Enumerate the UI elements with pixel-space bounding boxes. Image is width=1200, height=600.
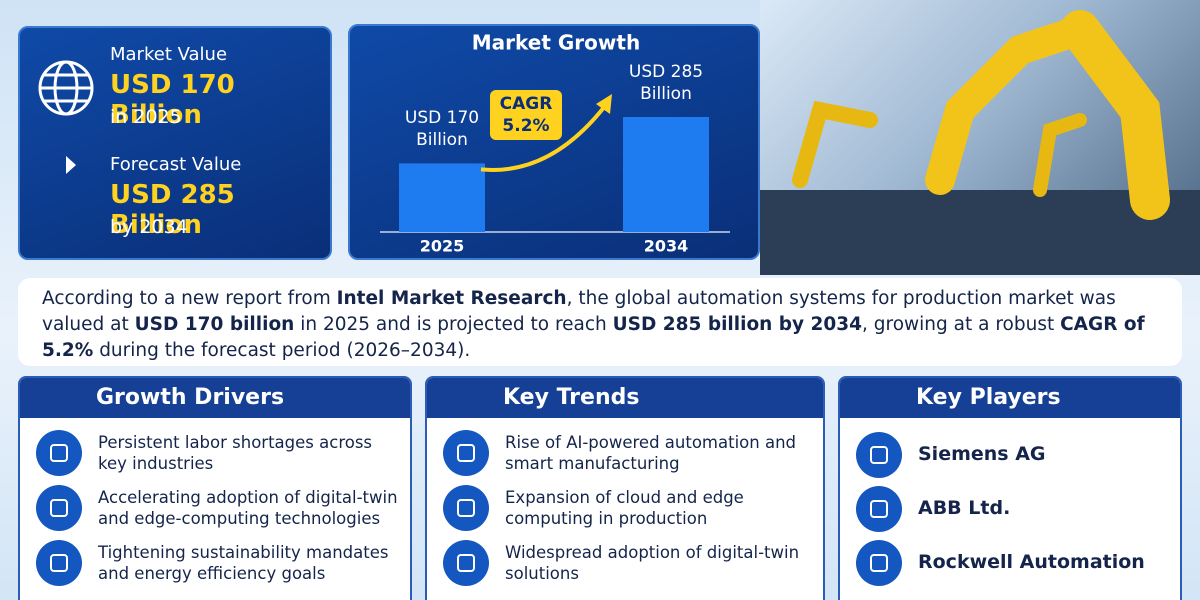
- cagr-badge: CAGR 5.2%: [490, 90, 562, 140]
- intro-segment: in 2025 and is projected to reach: [294, 314, 613, 335]
- section-item: Persistent labor shortages across key in…: [98, 433, 373, 473]
- bar: [399, 163, 485, 232]
- conveyor: [760, 190, 1200, 275]
- intro-segment: during the forecast period (2026–2034).: [93, 340, 471, 361]
- section-item: Tightening sustainability mandates and e…: [98, 543, 389, 583]
- cagr-badge-box: CAGR 5.2%: [490, 90, 562, 140]
- bullet-arrow: [66, 156, 76, 174]
- intro-segment: CAGR of 5.2%: [42, 314, 1145, 361]
- intro-segment: USD 285 billion by 2034: [612, 314, 863, 335]
- item-icon: [443, 540, 489, 586]
- arrow-head: [596, 94, 612, 114]
- value-label: USD 170 Billion: [404, 108, 480, 151]
- growth-panel: Market Growth 2025 USD 170 Billion 2034 USD…: [348, 24, 760, 260]
- intro-segment: , the global automation systems for prod…: [42, 288, 1116, 335]
- globe-icon: [38, 60, 94, 116]
- x-tick-label: 2025: [420, 237, 465, 256]
- summary-label: Market Value: [110, 44, 228, 65]
- section-title: Key Trends: [427, 378, 823, 418]
- summary-value: USD 285 Billion: [110, 180, 235, 240]
- item-icon: [36, 540, 82, 586]
- intro-segment: Intel Market Research: [336, 288, 567, 309]
- section-column: Key Trends Rise of AI-powered automation …: [425, 376, 825, 600]
- section-item: Siemens AG: [918, 443, 1046, 465]
- item-icon: [856, 486, 902, 532]
- summary-value: USD 170 Billion: [110, 70, 235, 130]
- item-icon: [443, 430, 489, 476]
- section-title: Key Players: [840, 378, 1180, 418]
- bar: [623, 117, 709, 232]
- x-tick-label: 2034: [644, 237, 689, 256]
- summary-panel: Market Value USD 170 Billion in 2025 For…: [18, 26, 332, 260]
- item-icon: [36, 430, 82, 476]
- section-column: Growth Drivers Persistent labor shortages…: [18, 376, 412, 600]
- value-label-box: USD 170 Billion: [404, 108, 480, 151]
- section-item: Rockwell Automation: [918, 551, 1145, 573]
- growth-arrow: [480, 104, 607, 172]
- section-column: Key Players Siemens AG ABB Ltd. Rockwell Au…: [838, 376, 1182, 600]
- summary-period: in 2025: [110, 106, 182, 128]
- intro-segment: , growing at a robust: [862, 314, 1061, 335]
- section-item: Accelerating adoption of digital-twin an…: [98, 488, 398, 528]
- value-label-box: USD 285 Billion: [628, 62, 704, 104]
- chart-title: Market Growth: [472, 31, 640, 55]
- item-icon: [856, 432, 902, 478]
- factory-photo: [760, 0, 1200, 275]
- summary-label: Forecast Value: [110, 154, 242, 175]
- item-icon: [36, 485, 82, 531]
- value-label: USD 285 Billion: [628, 62, 704, 104]
- section-item: Rise of AI-powered automation and smart …: [505, 433, 797, 473]
- intro-text: According to a new report from Intel Mar…: [18, 278, 1182, 366]
- robot-arm: [1060, 10, 1170, 220]
- section-item: Widespread adoption of digital-twin solu…: [505, 543, 800, 583]
- robot-arm: [792, 100, 878, 188]
- robot-arm: [925, 15, 1095, 195]
- item-icon: [856, 540, 902, 586]
- summary-period: by 2034: [110, 216, 188, 238]
- section-item: Expansion of cloud and edge computing in…: [505, 488, 744, 528]
- section-item: ABB Ltd.: [918, 497, 1011, 519]
- growth-chart: Market Growth 2025 USD 170 Billion 2034 USD…: [380, 31, 730, 256]
- robot-arm: [1033, 113, 1087, 197]
- section-title: Growth Drivers: [20, 378, 410, 418]
- intro-segment: USD 170 billion: [134, 314, 295, 335]
- intro-segment: According to a new report from: [42, 288, 337, 309]
- robot-illustration: [760, 10, 1200, 275]
- item-icon: [443, 485, 489, 531]
